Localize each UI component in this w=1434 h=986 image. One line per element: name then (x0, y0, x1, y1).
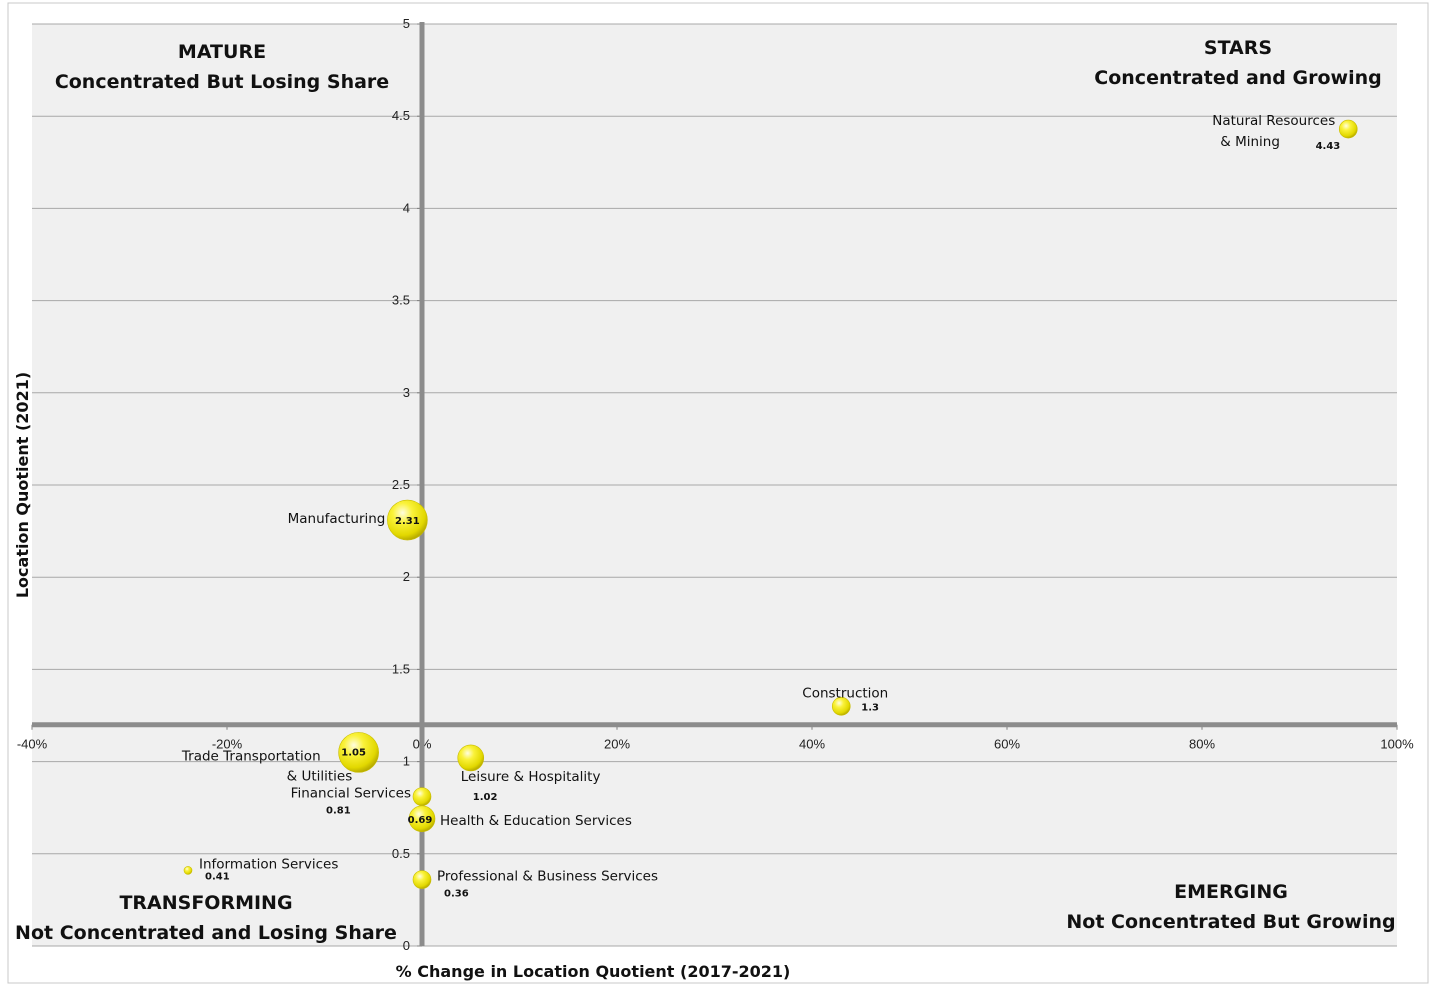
y-tick-label: 1.5 (392, 661, 410, 676)
bubble-marker (183, 866, 193, 875)
point-label: Professional & Business Services (437, 869, 658, 885)
x-tick-label: 20% (604, 737, 630, 752)
y-tick-label: 5 (403, 16, 410, 31)
point-label: Information Services (199, 856, 338, 872)
data-point: Leisure & Hospitality 1.02 (457, 744, 601, 803)
point-value-label: 2.31 (395, 516, 420, 527)
bubble-marker (1338, 119, 1358, 139)
point-label-line2: & Mining (1220, 134, 1280, 150)
data-point: Health & Education Services 0.69 (408, 805, 632, 833)
quadrant-bottom-right-title: EMERGING (1174, 881, 1288, 903)
data-point: Natural Resources & Mining 4.43 (1212, 113, 1358, 152)
data-point: Financial Services 0.81 (291, 786, 432, 817)
x-axis-title: % Change in Location Quotient (2017-2021… (396, 962, 791, 981)
point-value-label: 4.43 (1316, 141, 1341, 152)
y-tick-label: 2.5 (392, 477, 410, 492)
point-label-line2: & Utilities (287, 768, 353, 784)
point-value-label: 1.3 (861, 702, 879, 713)
point-label: Natural Resources (1212, 113, 1335, 129)
y-tick-label: 1 (403, 754, 410, 769)
point-value-label: 0.69 (408, 815, 433, 826)
quadrant-bottom-left-subtitle: Not Concentrated and Losing Share (15, 922, 397, 944)
y-axis-title: Location Quotient (2021) (13, 372, 32, 598)
point-label: Leisure & Hospitality (461, 769, 601, 785)
quadrant-top-right-title: STARS (1204, 37, 1272, 59)
point-label: Manufacturing (288, 511, 386, 527)
data-point: Manufacturing 2.31 (288, 499, 428, 541)
bubble-marker (338, 732, 379, 773)
x-tick-label: 60% (994, 737, 1020, 752)
y-tick-label: 4 (403, 200, 410, 215)
point-label: Trade Transportation (181, 748, 321, 764)
x-tick-label: 40% (799, 737, 825, 752)
point-value-label: 1.05 (341, 747, 366, 758)
quadrant-bottom-right-subtitle: Not Concentrated But Growing (1066, 911, 1395, 933)
point-label: Financial Services (291, 786, 411, 802)
bubble-marker (408, 805, 436, 833)
data-point: Trade Transportation & Utilities 1.05 (181, 732, 379, 784)
bubble-marker (831, 696, 851, 716)
y-tick-label: 3.5 (392, 293, 410, 308)
x-tick-label: -20% (212, 737, 243, 752)
quadrant-top-right-subtitle: Concentrated and Growing (1094, 67, 1381, 89)
bubble-marker (412, 787, 432, 806)
y-tick-label: 4.5 (392, 108, 410, 123)
quadrant-bottom-left-title: TRANSFORMING (119, 892, 292, 914)
x-tick-label: 100% (1380, 737, 1414, 752)
data-point: Professional & Business Services 0.36 (412, 869, 658, 900)
point-label: Construction (802, 685, 888, 701)
point-value-label: 0.81 (326, 806, 351, 817)
data-points: Natural Resources & Mining 4.43 Manufacturi… (181, 113, 1358, 900)
y-tick-label: 2 (403, 569, 410, 584)
y-tick-label: 0 (403, 938, 410, 953)
bubble-marker (387, 499, 428, 541)
y-tick-label: 3 (403, 385, 410, 400)
bubble-marker (412, 870, 432, 889)
point-value-label: 1.02 (473, 792, 498, 803)
gridlines (31, 23, 1398, 947)
x-tick-label: 80% (1189, 737, 1215, 752)
tick-labels: 00.511.522.533.544.55-40%-20%0%20%40%60%… (17, 16, 1414, 953)
x-tick-label: -40% (17, 737, 48, 752)
bubble-marker (457, 744, 485, 772)
quadrant-top-left-title: MATURE (178, 41, 266, 63)
y-tick-label: 0.5 (392, 846, 410, 861)
quadrant-top-left-subtitle: Concentrated But Losing Share (55, 71, 389, 93)
point-value-label: 0.36 (444, 889, 469, 900)
point-label: Health & Education Services (440, 813, 632, 829)
point-value-label: 0.41 (205, 871, 230, 882)
